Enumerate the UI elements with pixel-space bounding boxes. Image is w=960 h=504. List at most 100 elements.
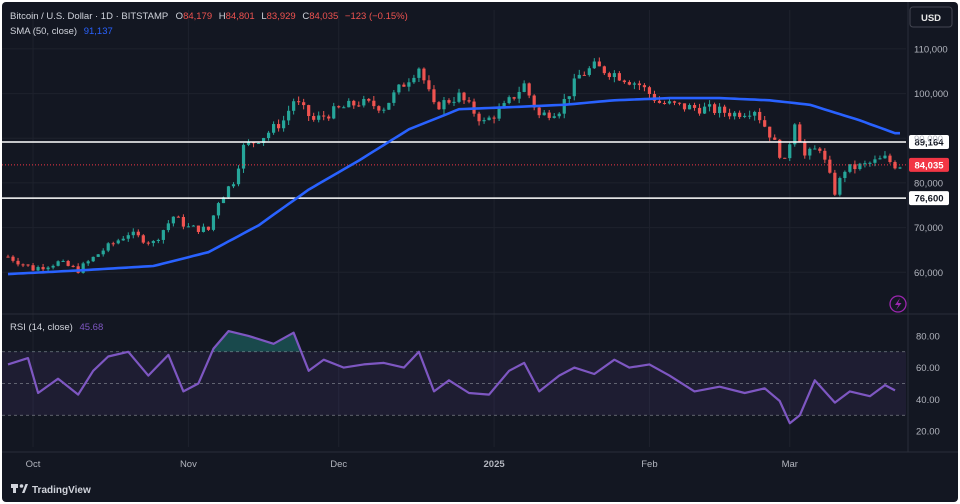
candle-body-2024-12-24 (452, 101, 456, 103)
candle-body-2024-12-07 (367, 98, 371, 101)
candle-body-2024-12-01 (337, 106, 341, 108)
candle-body-2025-02-18 (733, 112, 737, 117)
candle-body-2024-10-22 (136, 231, 140, 236)
candle-body-2024-10-02 (36, 267, 40, 271)
sma-line (7, 96, 900, 276)
candle-body-2025-01-08 (527, 83, 531, 96)
candle-body-2024-11-26 (312, 116, 316, 120)
rsi-tick-0: 80.00 (916, 331, 940, 342)
candle-body-2025-01-31 (642, 85, 647, 88)
currency-button[interactable]: USD (909, 6, 953, 28)
candle-body-2024-10-31 (181, 216, 185, 227)
candle-body-2024-10-28 (166, 223, 170, 231)
candle-body-2024-11-04 (201, 226, 206, 232)
last-price-label: 84,035 (914, 160, 944, 171)
candle-body-2024-11-09 (226, 186, 231, 198)
candle-body-2025-01-09 (532, 95, 536, 108)
candle-body-2025-01-04 (507, 97, 511, 104)
candle-body-2024-10-25 (151, 241, 155, 244)
candle-body-2024-12-21 (437, 102, 441, 110)
time-tick-5: Mar (782, 459, 798, 470)
axes: 110,000 100,000 90,000 80,000 70,000 60,000 80… (26, 44, 949, 470)
close-label: C (302, 11, 309, 22)
candle-body-2025-01-30 (637, 83, 642, 86)
candle-body-2024-10-27 (161, 230, 165, 240)
candle-body-2024-12-26 (462, 92, 466, 101)
candle-body-2025-01-06 (517, 91, 521, 99)
candle-body-2024-12-05 (357, 105, 361, 107)
low-value: 83,929 (267, 11, 296, 22)
candle-body-2025-03-17 (868, 162, 872, 164)
candle-body-2024-10-19 (121, 238, 125, 241)
candle-body-2024-11-12 (241, 144, 246, 169)
candle-body-2025-02-19 (738, 112, 742, 117)
sma-legend: SMA (50, close) 91,137 (10, 26, 113, 37)
candle-body-2025-01-21 (592, 61, 596, 69)
candle-body-2025-01-03 (502, 103, 506, 109)
price-tick-2: 90,000 (914, 134, 943, 145)
candle-body-2025-02-16 (723, 106, 727, 113)
candle-body-2024-12-08 (372, 100, 376, 107)
candle-body-2024-11-28 (322, 115, 326, 117)
candle-body-2025-03-04 (803, 142, 807, 156)
candle-body-2024-11-21 (287, 110, 291, 121)
candle-body-2025-02-22 (753, 111, 757, 116)
candle-body-2025-03-06 (813, 148, 817, 150)
candle-body-2025-02-02 (652, 93, 657, 101)
candle-body-2024-11-30 (332, 106, 336, 119)
candle-body-2024-11-05 (206, 226, 211, 230)
legend-row: Bitcoin / U.S. Dollar · 1D · BITSTAMP O8… (10, 11, 408, 22)
candle-body-2025-01-14 (557, 113, 561, 117)
low-label: L (261, 11, 266, 22)
candle-body-2024-11-16 (261, 138, 266, 144)
level-label-1: 76,600 (914, 194, 943, 205)
candle-body-2024-10-03 (41, 267, 45, 270)
lightning-icon[interactable] (889, 295, 907, 313)
candles (6, 57, 902, 274)
candle-body-2024-10-16 (106, 243, 110, 251)
candle-body-2025-02-01 (647, 87, 652, 94)
candle-body-2025-03-07 (818, 148, 822, 151)
candle-body-2024-11-18 (271, 124, 276, 133)
tradingview-logo[interactable]: TradingView (11, 484, 91, 496)
candle-body-2025-02-15 (717, 106, 722, 114)
candle-body-2025-03-09 (828, 159, 832, 173)
candle-body-2024-11-27 (317, 115, 321, 120)
candle-body-2025-02-12 (702, 106, 707, 114)
candle-body-2024-11-20 (282, 120, 286, 129)
candle-body-2024-10-14 (96, 254, 100, 257)
candle-body-2024-12-22 (442, 100, 446, 110)
candle-body-2024-10-20 (126, 235, 130, 239)
price-tick-4: 70,000 (914, 223, 943, 234)
candle-body-2025-03-01 (788, 144, 792, 159)
symbol-title: Bitcoin / U.S. Dollar · 1D · BITSTAMP (10, 11, 168, 22)
candle-body-2025-02-08 (682, 103, 687, 110)
candle-body-2024-10-24 (146, 242, 150, 244)
candle-body-2025-03-21 (888, 155, 892, 163)
currency-label[interactable]: USD (921, 13, 941, 24)
time-tick-0: Oct (26, 459, 41, 470)
candle-body-2025-02-21 (748, 115, 752, 117)
currency-button-box[interactable] (909, 6, 953, 28)
grid (2, 10, 906, 447)
candle-body-2025-01-19 (582, 74, 586, 76)
last-price-tag (909, 157, 949, 172)
candle-body-2024-12-11 (387, 102, 391, 110)
candle-body-2024-11-06 (211, 215, 216, 230)
candle-body-2025-01-26 (617, 73, 621, 81)
candle-body-2025-02-23 (758, 111, 762, 121)
candle-body-2025-01-17 (572, 78, 576, 97)
candle-body-2024-11-17 (266, 132, 271, 139)
candle-body-2025-02-04 (662, 102, 667, 104)
candle-body-2025-03-05 (808, 148, 812, 156)
candle-body-2024-10-05 (51, 265, 55, 268)
candle-body-2025-03-08 (823, 150, 827, 160)
candle-body-2025-01-05 (512, 97, 516, 99)
candle-body-2024-11-02 (191, 225, 196, 227)
rsi-tick-1: 60.00 (916, 363, 940, 374)
high-value: 84,801 (226, 11, 255, 22)
candle-body-2024-09-30 (26, 264, 30, 266)
candle-body-2025-02-26 (773, 137, 777, 140)
candle-body-2025-03-15 (858, 163, 862, 170)
